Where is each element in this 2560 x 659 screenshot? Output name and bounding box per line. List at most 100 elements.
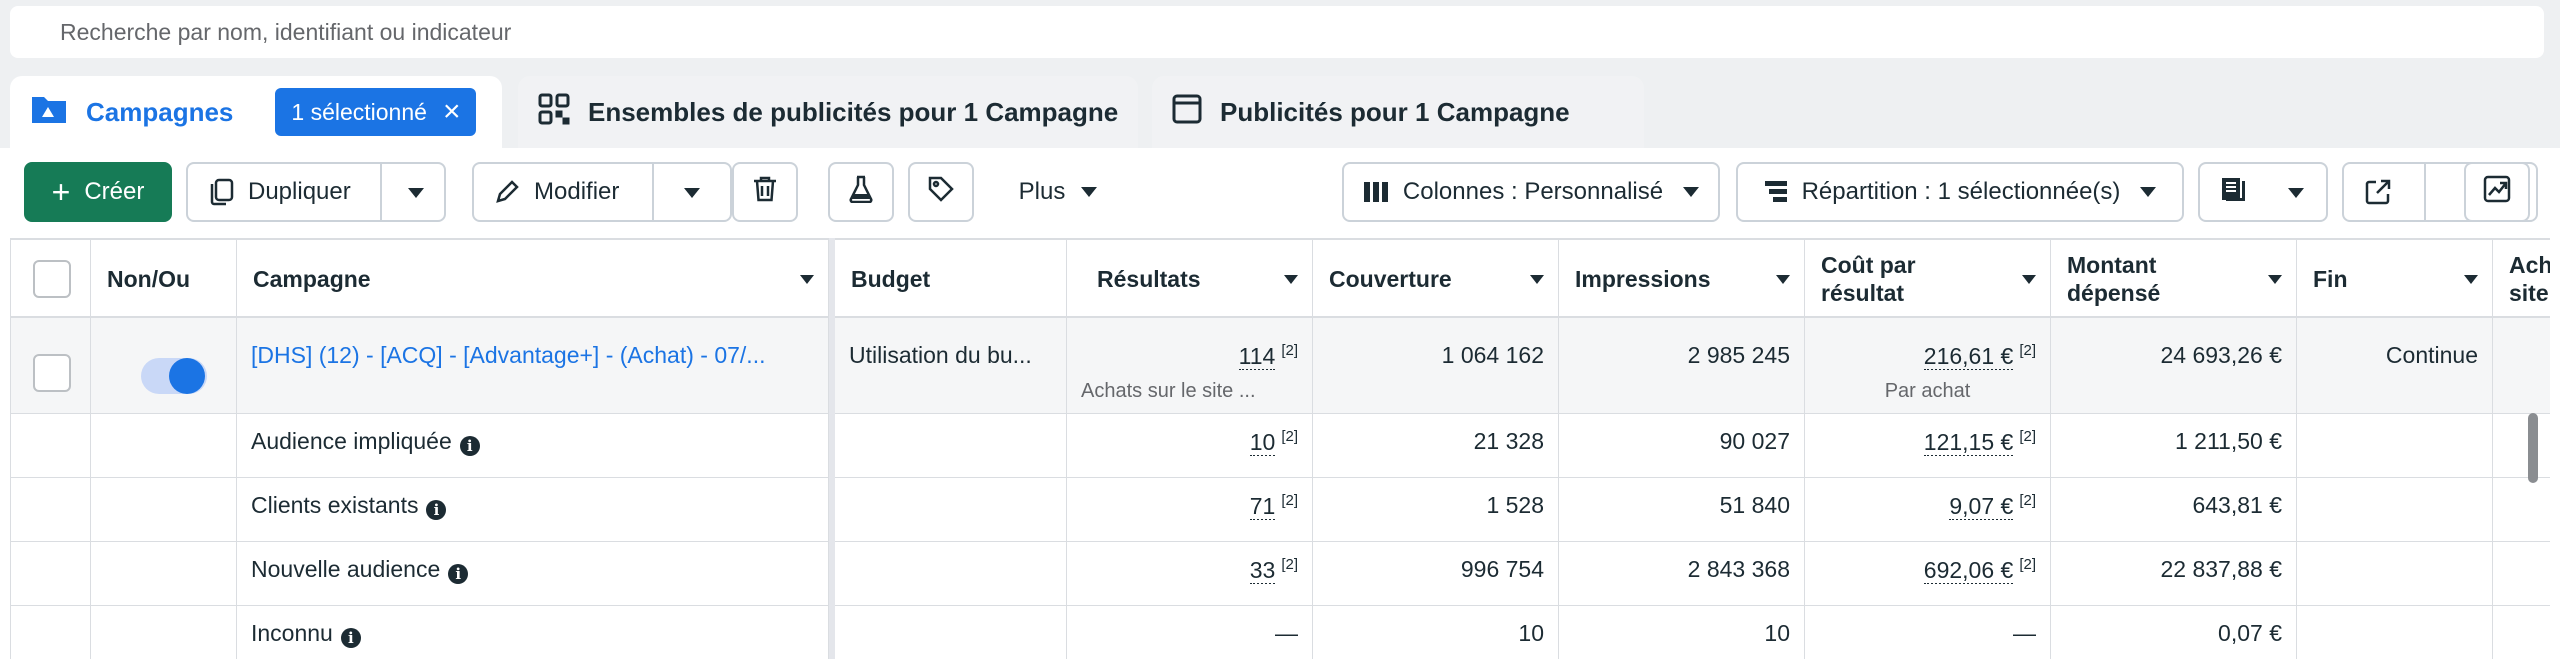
header-reach[interactable]: Couverture: [1313, 240, 1559, 318]
impressions-value: 51 840: [1719, 492, 1790, 518]
breakdown-label-cell: Clients existants i: [237, 478, 829, 541]
toggle-knob: [169, 358, 205, 394]
create-button[interactable]: + Créer: [24, 162, 172, 222]
chevron-down-icon[interactable]: [408, 188, 424, 198]
sort-icon[interactable]: [2464, 275, 2478, 284]
tab-ads[interactable]: Publicités pour 1 Campagne: [1152, 76, 1644, 148]
cost-number[interactable]: 121,15 €: [1923, 428, 2014, 456]
columns-button[interactable]: Colonnes : Personnalisé: [1342, 162, 1720, 222]
divider: [380, 164, 382, 220]
sort-icon[interactable]: [1284, 275, 1298, 284]
breakdown-button[interactable]: Répartition : 1 sélectionnée(s): [1736, 162, 2184, 222]
search-input[interactable]: Recherche par nom, identifiant ou indica…: [10, 6, 2544, 58]
header-spent-label-1: Montant: [2067, 252, 2157, 278]
cost-number[interactable]: 9,07 €: [1949, 492, 2014, 520]
cost-number[interactable]: 216,61 €: [1923, 342, 2014, 370]
grid-icon: [538, 93, 570, 132]
tab-campaigns-label: Campagnes: [86, 96, 234, 127]
breakdown-label: Audience impliquée: [251, 428, 452, 454]
test-button[interactable]: [828, 162, 894, 222]
header-impressions-label: Impressions: [1575, 266, 1711, 292]
toggle-cell: [91, 542, 237, 605]
search-area: Recherche par nom, identifiant ou indica…: [0, 0, 2560, 62]
breakdown-icon: [1764, 179, 1788, 205]
delete-button[interactable]: [732, 162, 798, 222]
sort-icon[interactable]: [800, 275, 814, 284]
spent-cell: 643,81 €: [2051, 478, 2297, 541]
export-icon: [2364, 178, 2392, 213]
tag-button[interactable]: [908, 162, 974, 222]
campaigns-table: Non/Ou Campagne Budget Résultats Couvert…: [10, 238, 2550, 659]
close-icon[interactable]: ×: [442, 95, 461, 128]
next-cell: [2493, 606, 2550, 659]
header-campaign[interactable]: Campagne: [237, 240, 829, 318]
more-button[interactable]: Plus: [1000, 162, 1116, 222]
edit-button[interactable]: Modifier: [472, 162, 732, 222]
tab-ad-sets[interactable]: Ensembles de publicités pour 1 Campagne: [518, 76, 1138, 148]
header-next-column[interactable]: Ach site: [2493, 240, 2550, 318]
header-amount-spent[interactable]: Montant dépensé: [2051, 240, 2297, 318]
spent-cell: 22 837,88 €: [2051, 542, 2297, 605]
tab-ads-label: Publicités pour 1 Campagne: [1220, 96, 1570, 127]
chevron-down-icon: [2140, 187, 2157, 197]
sort-icon[interactable]: [2022, 275, 2036, 284]
header-budget[interactable]: Budget: [835, 240, 1067, 318]
info-icon[interactable]: i: [459, 436, 480, 456]
chart-button[interactable]: [2464, 162, 2530, 222]
table-row[interactable]: [DHS] (12) - [ACQ] - [Advantage+] - (Ach…: [11, 318, 2550, 414]
tabs-bar: Campagnes 1 sélectionné × Ensembles de p…: [0, 62, 2560, 148]
row-checkbox[interactable]: [33, 354, 71, 392]
breakdown-row: Audience impliquée i 10 [2] 21 328 90 027 121,…: [11, 414, 2550, 478]
reports-button[interactable]: [2198, 162, 2328, 222]
trash-icon: [752, 175, 778, 210]
sort-icon[interactable]: [1776, 275, 1790, 284]
reach-cell: 996 754: [1313, 542, 1559, 605]
end-cell: [2297, 478, 2493, 541]
reach-value: 1 528: [1486, 492, 1544, 518]
toggle-cell: [91, 414, 237, 477]
results-cell: 33 [2]: [1067, 542, 1313, 605]
duplicate-button[interactable]: Dupliquer: [186, 162, 446, 222]
breakdown-label-cell: Audience impliquée i: [237, 414, 829, 477]
tab-campaigns[interactable]: Campagnes 1 sélectionné ×: [10, 76, 502, 148]
info-icon[interactable]: i: [426, 500, 447, 520]
budget-cell: [835, 414, 1067, 477]
header-impressions[interactable]: Impressions: [1559, 240, 1805, 318]
chevron-down-icon[interactable]: [684, 188, 700, 198]
sort-icon[interactable]: [2268, 275, 2282, 284]
results-number[interactable]: 33: [1249, 556, 1276, 584]
campaign-name-link[interactable]: [DHS] (12) - [ACQ] - [Advantage+] - (Ach…: [251, 342, 766, 368]
results-number[interactable]: —: [1275, 620, 1298, 646]
cost-number[interactable]: —: [2013, 620, 2036, 646]
header-cost-per-result[interactable]: Coût par résultat: [1805, 240, 2051, 318]
results-number[interactable]: 114: [1238, 342, 1276, 370]
header-end[interactable]: Fin: [2297, 240, 2493, 318]
more-button-label: Plus: [1018, 178, 1066, 205]
spent-cell: 24 693,26 €: [2051, 318, 2297, 413]
campaign-toggle[interactable]: [141, 358, 207, 394]
results-number[interactable]: 10: [1249, 428, 1276, 456]
results-number[interactable]: 71: [1249, 492, 1276, 520]
cost-number[interactable]: 692,06 €: [1923, 556, 2014, 584]
header-results[interactable]: Résultats: [1067, 240, 1313, 318]
selection-badge[interactable]: 1 sélectionné ×: [275, 88, 477, 136]
vertical-scrollbar[interactable]: [2528, 413, 2538, 483]
divider: [2424, 164, 2426, 220]
sort-icon[interactable]: [1530, 275, 1544, 284]
row-select-cell: [11, 478, 91, 541]
header-toggle[interactable]: Non/Ou: [91, 240, 237, 318]
frozen-column-divider: [829, 238, 835, 659]
breakdown-label-cell: Inconnu i: [237, 606, 829, 659]
chevron-down-icon: [1081, 187, 1098, 197]
chevron-down-icon: [1683, 187, 1700, 197]
info-icon[interactable]: i: [448, 564, 469, 584]
spent-value: 1 211,50 €: [2174, 428, 2282, 454]
toggle-cell: [91, 478, 237, 541]
select-all-checkbox[interactable]: [33, 260, 71, 298]
cost-cell: 692,06 € [2]: [1805, 542, 2051, 605]
cost-type: Par achat: [1884, 380, 1971, 402]
header-spent-label-2: dépensé: [2067, 280, 2161, 306]
info-icon[interactable]: i: [340, 628, 361, 648]
row-select-cell: [11, 414, 91, 477]
results-value: 71 [2]: [1081, 492, 1298, 520]
